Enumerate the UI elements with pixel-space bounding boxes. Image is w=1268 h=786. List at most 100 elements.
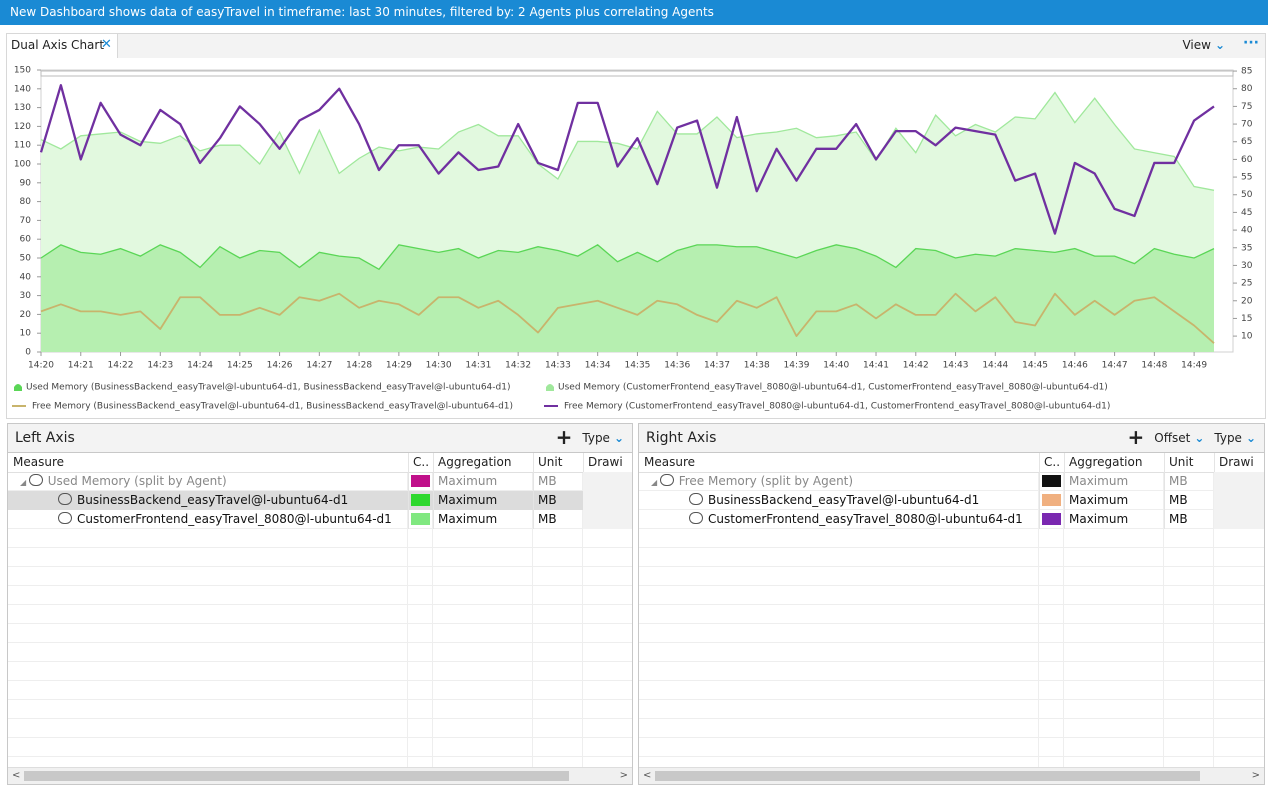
add-button[interactable]: + [1127, 425, 1145, 449]
aggregation-cell: Maximum [1064, 472, 1165, 491]
y-tick-label: 40 [20, 272, 32, 282]
table-row[interactable]: ◢ Used Memory (split by Agent) Maximum MB [8, 472, 632, 491]
column-header[interactable]: Unit [1164, 453, 1215, 472]
x-tick-label: 14:31 [465, 361, 491, 371]
y-tick-label: 30 [20, 291, 32, 301]
y-tick-label: 120 [14, 122, 31, 132]
table-row[interactable]: CustomerFrontend_easyTravel_8080@l-ubunt… [8, 510, 632, 529]
legend-icon [546, 384, 554, 391]
panel-title: Right Axis + Offset ⌄ Type ⌄ [639, 424, 1264, 453]
column-header[interactable]: Drawi [583, 453, 632, 472]
tab[interactable]: Dual Axis Chart ✕ [7, 34, 118, 58]
add-button[interactable]: + [555, 425, 573, 449]
x-tick-label: 14:30 [426, 361, 452, 371]
y2-tick-label: 70 [1241, 120, 1253, 130]
scrollbar[interactable]: < > [639, 767, 1264, 784]
drawing-cell [583, 510, 632, 529]
x-tick-label: 14:43 [943, 361, 969, 371]
y-tick-label: 90 [20, 178, 32, 188]
right-axis-panel: Right Axis + Offset ⌄ Type ⌄ Measure C.. Aggrega… [638, 423, 1265, 785]
table-row[interactable]: CustomerFrontend_easyTravel_8080@l-ubunt… [639, 510, 1264, 529]
table-row[interactable]: BusinessBackend_easyTravel@l-ubuntu64-d1… [8, 491, 632, 510]
y2-tick-label: 50 [1241, 190, 1253, 200]
column-line [432, 453, 433, 768]
column-header[interactable]: Aggregation [433, 453, 534, 472]
y-tick-label: 0 [25, 348, 31, 358]
y2-tick-label: 55 [1241, 173, 1252, 183]
x-tick-label: 14:37 [704, 361, 730, 371]
measure-label: BusinessBackend_easyTravel@l-ubuntu64-d1 [708, 493, 980, 507]
column-line [1063, 453, 1064, 768]
x-tick-label: 14:39 [784, 361, 810, 371]
y2-tick-label: 75 [1241, 102, 1252, 112]
column-header[interactable]: Unit [533, 453, 584, 472]
column-header[interactable]: Measure [8, 453, 409, 472]
close-icon[interactable]: ✕ [101, 37, 112, 52]
aggregation-cell: Maximum [433, 472, 534, 491]
tab-title: Dual Axis Chart [11, 38, 105, 52]
column-header[interactable]: C.. [408, 453, 434, 472]
table: Measure C.. Aggregation Unit Drawi ◢ Used Mem… [8, 453, 632, 768]
y2-tick-label: 10 [1241, 332, 1253, 342]
scroll-thumb[interactable] [655, 771, 1200, 781]
y2-tick-label: 80 [1241, 84, 1253, 94]
table-row[interactable]: ◢ Free Memory (split by Agent) Maximum MB [639, 472, 1264, 491]
y-tick-label: 20 [20, 310, 32, 320]
scroll-left[interactable]: < [643, 770, 652, 781]
column-header[interactable]: Drawi [1214, 453, 1264, 472]
color-cell [408, 472, 434, 491]
color-cell [408, 510, 434, 529]
more-menu[interactable]: ··· [1243, 35, 1259, 51]
x-tick-label: 14:42 [903, 361, 929, 371]
menu-button[interactable]: Type ⌄ [582, 424, 624, 452]
color-cell [1039, 510, 1065, 529]
y2-tick-label: 15 [1241, 314, 1252, 324]
scroll-right[interactable]: > [619, 770, 628, 781]
agent-icon [58, 512, 72, 524]
y-tick-label: 110 [14, 141, 31, 151]
x-tick-label: 14:26 [267, 361, 293, 371]
menu-button[interactable]: Type ⌄ [1214, 424, 1256, 452]
table-row[interactable]: BusinessBackend_easyTravel@l-ubuntu64-d1… [639, 491, 1264, 510]
chart: 0 10 20 30 40 50 60 70 80 90 100 110 120 130 140 150 10 1… [12, 66, 1253, 412]
agent-icon [58, 493, 72, 505]
measure-cell: ◢ Used Memory (split by Agent) [8, 472, 409, 491]
column-header[interactable]: Aggregation [1064, 453, 1165, 472]
aggregation-cell: Maximum [433, 510, 534, 529]
y2-tick-label: 40 [1241, 226, 1253, 236]
x-tick-label: 14:21 [68, 361, 94, 371]
measure-cell: CustomerFrontend_easyTravel_8080@l-ubunt… [639, 510, 1040, 529]
drawing-cell [583, 491, 632, 510]
drawing-cell [1214, 472, 1264, 491]
scroll-left[interactable]: < [12, 770, 21, 781]
x-tick-label: 14:47 [1102, 361, 1128, 371]
view-menu[interactable]: View ⌄ [1182, 34, 1225, 56]
column-header[interactable]: Measure [639, 453, 1040, 472]
column-line [582, 453, 583, 768]
menu-button[interactable]: Offset ⌄ [1154, 424, 1204, 452]
scroll-thumb[interactable] [24, 771, 569, 781]
column-header[interactable]: C.. [1039, 453, 1065, 472]
left-axis-panel: Left Axis + Type ⌄ Measure C.. Aggregation Unit… [7, 423, 633, 785]
y-tick-label: 100 [14, 160, 31, 170]
y-tick-label: 70 [20, 216, 32, 226]
measure-label: Used Memory (split by Agent) [47, 474, 227, 488]
color-swatch [411, 513, 430, 525]
x-tick-label: 14:44 [982, 361, 1008, 371]
x-tick-label: 14:34 [585, 361, 611, 371]
y-tick-label: 60 [20, 235, 32, 245]
x-tick-label: 14:41 [863, 361, 889, 371]
area [41, 244, 1214, 352]
x-tick-label: 14:20 [28, 361, 54, 371]
measure-label: CustomerFrontend_easyTravel_8080@l-ubunt… [77, 512, 392, 526]
scroll-right[interactable]: > [1251, 770, 1260, 781]
panel-title: Left Axis + Type ⌄ [8, 424, 632, 453]
line [39, 84, 1215, 235]
color-swatch [1042, 513, 1061, 525]
x-tick-label: 14:40 [823, 361, 849, 371]
scrollbar[interactable]: < > [8, 767, 632, 784]
agent-icon [689, 512, 703, 524]
color-cell [408, 491, 434, 510]
color-swatch [1042, 475, 1061, 487]
